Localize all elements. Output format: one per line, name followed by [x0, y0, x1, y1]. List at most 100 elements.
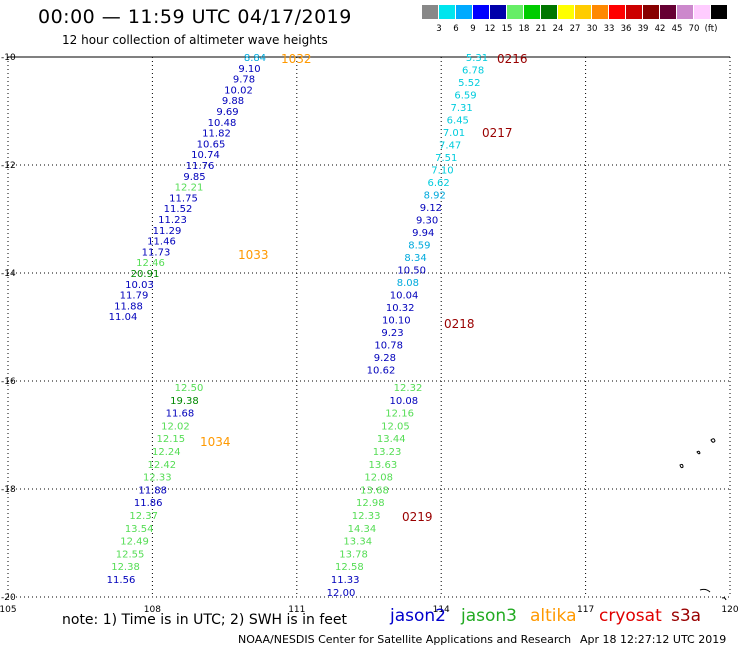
scale-swatch [541, 5, 557, 19]
wave-height-value: 13.44 [377, 434, 406, 445]
pass-time-label: 0217 [482, 126, 513, 140]
wave-height-value: 13.54 [125, 524, 154, 535]
scale-swatch [490, 5, 506, 19]
wave-height-value: 13.78 [339, 549, 368, 560]
wave-height-value: 11.88 [114, 301, 143, 312]
wave-height-value: 11.56 [107, 575, 136, 586]
scale-swatch [643, 5, 659, 19]
scale-label: 3 [436, 24, 442, 34]
pass-time-label: 0218 [444, 317, 475, 331]
scale-label: 18 [518, 24, 530, 34]
wave-height-value: 12.24 [152, 447, 181, 458]
scale-swatch [558, 5, 574, 19]
island-4 [699, 588, 711, 593]
pass-time-label: 1032 [281, 52, 312, 66]
scale-swatch [660, 5, 676, 19]
wave-height-value: 8.59 [408, 241, 430, 252]
lon-tick-label: 114 [433, 605, 450, 615]
scale-swatch [439, 5, 455, 19]
wave-height-value: 11.23 [158, 215, 187, 226]
wave-height-value: 9.69 [216, 107, 238, 118]
wave-height-value: 12.98 [356, 498, 385, 509]
wave-height-value: 6.78 [462, 66, 484, 77]
satellite-legend-altika: altika [530, 606, 577, 626]
wave-height-value: 10.02 [224, 85, 253, 96]
wave-height-value: 11.76 [186, 161, 215, 172]
wave-height-value: 11.68 [166, 409, 195, 420]
wave-height-value: 10.74 [191, 150, 220, 161]
wave-height-value: 12.58 [335, 562, 364, 573]
wave-height-value: 12.42 [147, 460, 176, 471]
wave-height-value: 13.63 [369, 460, 398, 471]
scale-label: 33 [603, 24, 615, 34]
wave-height-value: 12.33 [352, 511, 381, 522]
scale-swatch [711, 5, 727, 19]
island-3 [679, 463, 684, 469]
wave-height-value: 12.46 [136, 258, 165, 269]
wave-height-value: 6.45 [447, 116, 469, 127]
wave-height-value: 9.30 [416, 216, 438, 227]
wave-height-value: 11.52 [164, 204, 193, 215]
footnote: note: 1) Time is in UTC; 2) SWH is in fe… [62, 612, 348, 628]
generated-timestamp: Apr 18 12:27:12 UTC 2019 [580, 633, 727, 646]
wave-height-value: 11.33 [331, 575, 360, 586]
wave-height-value: 12.33 [143, 473, 172, 484]
lon-tick-label: 105 [0, 605, 17, 615]
satellite-legend-cryosat: cryosat [599, 606, 662, 626]
wave-height-value: 13.23 [373, 447, 402, 458]
lat-tick-label: -18 [1, 485, 16, 495]
island-2 [696, 450, 701, 455]
scale-label: 39 [637, 24, 649, 34]
scale-swatch [524, 5, 540, 19]
wave-height-value: 11.73 [142, 247, 171, 258]
wave-height-value: 6.59 [454, 91, 476, 102]
lon-tick-label: 117 [577, 605, 594, 615]
wave-height-value: 11.88 [138, 485, 167, 496]
lat-tick-label: -20 [1, 593, 16, 603]
scale-label: 15 [501, 24, 513, 34]
wave-height-value: 11.79 [120, 291, 149, 302]
scale-label: 24 [552, 24, 564, 34]
wave-height-value: 8.34 [404, 253, 426, 264]
wave-height-value: 12.38 [111, 562, 140, 573]
scale-swatch [609, 5, 625, 19]
pass-time-label: 1034 [200, 435, 231, 449]
scale-swatch [473, 5, 489, 19]
wave-height-value: 9.23 [381, 328, 403, 339]
lon-tick-label: 111 [288, 605, 305, 615]
scale-swatch [677, 5, 693, 19]
lat-tick-label: -10 [1, 53, 16, 63]
satellite-legend-jason3: jason3 [461, 606, 517, 626]
scale-label: 27 [569, 24, 581, 34]
wave-height-value: 10.08 [389, 396, 418, 407]
wave-height-value: 10.50 [397, 266, 426, 277]
coastline [679, 438, 727, 601]
wave-height-value: 8.84 [244, 53, 266, 64]
wave-height-value: 9.94 [412, 228, 434, 239]
wave-height-value: 12.50 [175, 383, 204, 394]
wave-height-value: 11.04 [109, 312, 138, 323]
wave-height-value: 11.46 [147, 237, 176, 248]
scale-swatch [575, 5, 591, 19]
scale-swatch [694, 5, 710, 19]
lat-tick-label: -12 [1, 161, 16, 171]
wave-height-value: 12.49 [120, 537, 149, 548]
wave-height-value: 10.32 [386, 303, 415, 314]
wave-height-value: 11.86 [134, 498, 163, 509]
wave-height-value: 9.78 [233, 75, 255, 86]
wave-height-value: 14.34 [348, 524, 377, 535]
scale-label: 30 [586, 24, 598, 34]
wave-height-value: 5.31 [466, 53, 488, 64]
wave-height-value: 7.31 [451, 103, 473, 114]
wave-height-value: 12.37 [129, 511, 158, 522]
wave-height-value: 8.08 [397, 278, 419, 289]
wave-height-value: 7.47 [439, 141, 461, 152]
credit-line: NOAA/NESDIS Center for Satellite Applica… [238, 633, 572, 646]
wave-height-value: 10.03 [125, 280, 154, 291]
scale-swatch [592, 5, 608, 19]
wave-height-value: 12.05 [381, 421, 410, 432]
scale-swatch [456, 5, 472, 19]
scale-swatch [422, 5, 438, 19]
scale-label: 36 [620, 24, 632, 34]
